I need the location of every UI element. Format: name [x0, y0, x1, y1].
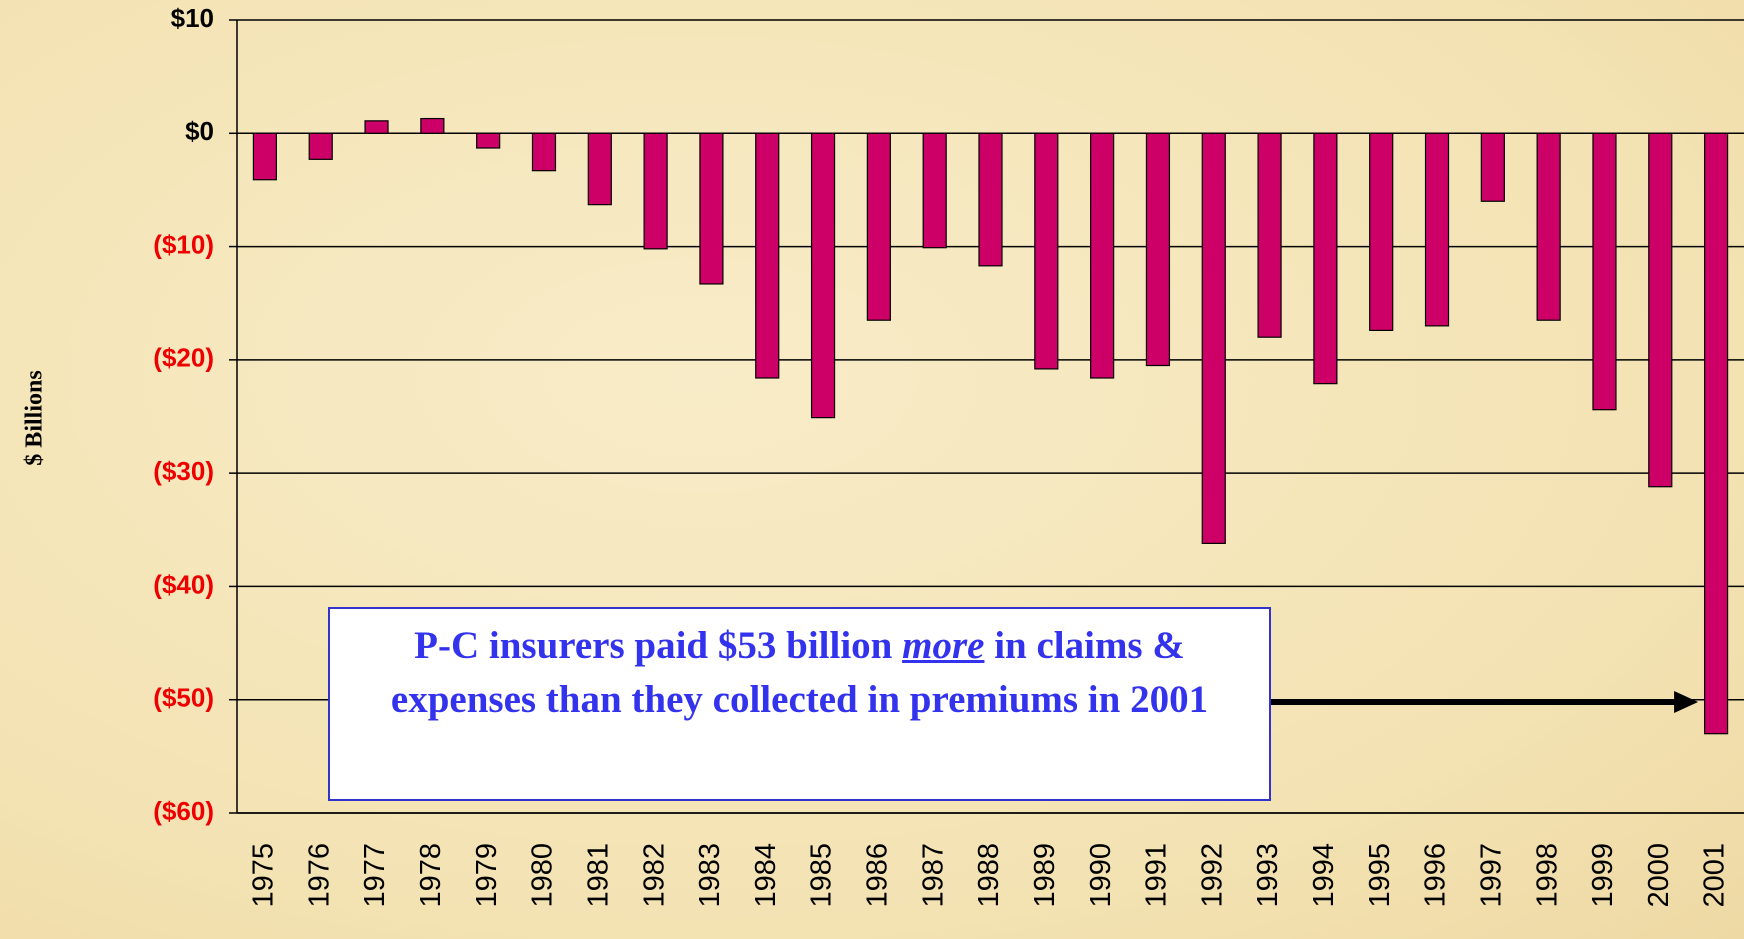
- y-tick-label: ($10): [153, 229, 214, 259]
- x-tick-label: 1977: [359, 843, 391, 908]
- bar: [1536, 132, 1561, 321]
- annotation-text: in claims & expenses than they collected…: [390, 624, 1209, 721]
- arrow-head: [1674, 691, 1699, 713]
- x-tick-label: 1982: [638, 843, 670, 908]
- bar: [699, 132, 724, 285]
- y-tick-label: ($50): [153, 683, 214, 713]
- bar: [531, 132, 557, 172]
- bar: [1703, 132, 1729, 735]
- bar: [1424, 132, 1450, 327]
- annotation-emphasis: more: [902, 624, 985, 667]
- x-tick-label: 1978: [415, 843, 447, 908]
- x-tick-label: 1975: [248, 843, 280, 908]
- x-tick-label: 1993: [1252, 843, 1284, 908]
- x-tick-label: 1988: [973, 843, 1005, 908]
- bar: [643, 132, 668, 250]
- x-tick-label: 1980: [527, 843, 559, 908]
- x-tick-label: 1998: [1531, 843, 1563, 908]
- bar: [476, 132, 501, 149]
- bar: [1201, 132, 1226, 544]
- y-axis-label: $ Billions: [22, 370, 48, 465]
- x-tick-label: 2000: [1643, 843, 1675, 908]
- bar: [308, 132, 333, 160]
- x-tick-label: 1994: [1308, 843, 1340, 908]
- x-tick-label: 1999: [1587, 843, 1619, 908]
- bar: [1257, 132, 1282, 338]
- bar: [866, 132, 891, 321]
- x-tick-label: 1981: [582, 843, 614, 908]
- x-tick-label: 1995: [1364, 843, 1396, 908]
- bar: [1145, 132, 1171, 367]
- x-tick-label: 1983: [694, 843, 726, 908]
- x-tick-label: 1976: [303, 843, 335, 908]
- y-tick-label: ($20): [153, 343, 214, 373]
- y-tick-label: $0: [185, 116, 214, 146]
- bar: [810, 132, 836, 419]
- annotation-text: P-C insurers paid $53 billion: [414, 624, 903, 667]
- bar: [755, 132, 780, 379]
- bar: [1369, 132, 1394, 332]
- y-tick-label: $10: [171, 3, 214, 33]
- y-tick-label: ($60): [153, 796, 214, 826]
- bar: [978, 132, 1003, 267]
- x-tick-label: 1992: [1196, 843, 1228, 908]
- x-tick-label: 1991: [1141, 843, 1173, 908]
- bar: [587, 132, 612, 206]
- y-tick-label: ($40): [153, 569, 214, 599]
- x-tick-label: 1985: [806, 843, 838, 908]
- x-tick-label: 1984: [750, 843, 782, 908]
- x-tick-label: 1996: [1420, 843, 1452, 908]
- x-tick-label: 1990: [1085, 843, 1117, 908]
- bar: [252, 132, 278, 181]
- bar: [922, 132, 947, 249]
- bar: [364, 120, 389, 134]
- annotation: P-C insurers paid $53 billion more in cl…: [328, 607, 1271, 801]
- x-tick-label: 2001: [1699, 843, 1731, 908]
- bar: [420, 117, 445, 134]
- bar: [1313, 132, 1338, 385]
- bar: [1648, 132, 1673, 488]
- x-tick-label: 1986: [862, 843, 894, 908]
- y-tick-label: ($30): [153, 456, 214, 486]
- x-tick-label: 1997: [1475, 843, 1507, 908]
- x-tick-label: 1987: [917, 843, 949, 908]
- bar: [1592, 132, 1617, 411]
- bar: [1090, 132, 1115, 379]
- x-tick-label: 1989: [1029, 843, 1061, 908]
- bar: [1034, 132, 1059, 370]
- bar: [1480, 132, 1505, 202]
- x-tick-label: 1979: [471, 843, 503, 908]
